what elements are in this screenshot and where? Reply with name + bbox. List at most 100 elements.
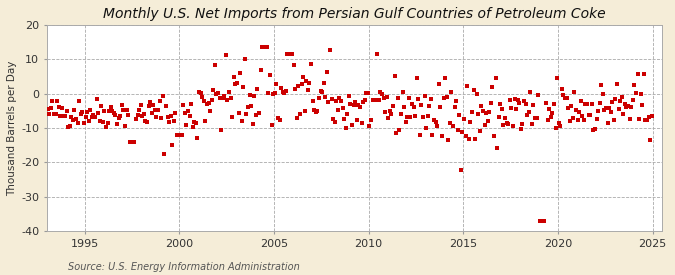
Point — [444, 120, 455, 125]
Point — [338, 106, 348, 111]
Point — [347, 122, 358, 127]
Point — [213, 90, 223, 95]
Point — [547, 110, 558, 115]
Point — [223, 90, 234, 94]
Point — [165, 114, 176, 119]
Point — [326, 97, 337, 101]
Text: Source: U.S. Energy Information Administration: Source: U.S. Energy Information Administ… — [68, 262, 299, 272]
Point — [288, 63, 299, 67]
Point — [183, 108, 194, 113]
Point — [596, 82, 607, 87]
Point — [134, 108, 144, 112]
Point — [441, 94, 452, 99]
Point — [43, 107, 53, 111]
Point — [124, 140, 135, 144]
Point — [602, 121, 613, 125]
Point — [348, 103, 359, 107]
Point — [493, 115, 504, 119]
Point — [69, 108, 80, 112]
Point — [235, 71, 246, 75]
Point — [566, 104, 576, 108]
Point — [508, 124, 518, 128]
Point — [489, 133, 500, 138]
Point — [588, 128, 599, 132]
Point — [194, 90, 205, 94]
Point — [198, 99, 209, 103]
Point — [503, 122, 514, 127]
Point — [637, 102, 648, 107]
Point — [287, 52, 298, 56]
Point — [126, 140, 136, 144]
Point — [271, 81, 281, 86]
Point — [76, 112, 86, 117]
Point — [423, 114, 433, 119]
Point — [314, 96, 325, 101]
Point — [454, 113, 464, 117]
Point — [221, 53, 232, 57]
Point — [265, 72, 275, 77]
Point — [580, 101, 591, 106]
Point — [101, 125, 111, 130]
Point — [406, 102, 417, 107]
Point — [250, 113, 261, 117]
Point — [449, 104, 460, 109]
Point — [328, 117, 339, 121]
Point — [95, 118, 105, 123]
Point — [86, 115, 97, 119]
Point — [115, 114, 126, 118]
Point — [394, 127, 405, 132]
Point — [429, 118, 439, 122]
Point — [413, 97, 424, 101]
Point — [437, 134, 448, 138]
Point — [277, 90, 288, 94]
Point — [615, 99, 626, 103]
Point — [531, 116, 542, 120]
Point — [335, 99, 346, 103]
Point — [181, 123, 192, 127]
Point — [561, 95, 572, 100]
Point — [539, 219, 550, 223]
Point — [476, 104, 487, 109]
Point — [483, 119, 493, 123]
Point — [430, 120, 441, 125]
Point — [465, 120, 476, 124]
Point — [159, 152, 170, 156]
Point — [225, 95, 236, 100]
Point — [80, 114, 91, 119]
Point — [402, 115, 412, 119]
Point — [601, 106, 612, 110]
Point — [593, 109, 603, 113]
Point — [514, 101, 524, 106]
Point — [68, 118, 78, 122]
Point — [306, 62, 317, 67]
Point — [148, 103, 159, 107]
Point — [603, 106, 614, 110]
Point — [280, 89, 291, 93]
Point — [554, 121, 564, 125]
Point — [72, 121, 83, 125]
Point — [178, 103, 189, 107]
Point — [624, 117, 635, 122]
Point — [643, 114, 654, 119]
Point — [52, 98, 63, 103]
Point — [109, 111, 119, 116]
Point — [151, 115, 162, 120]
Point — [414, 133, 425, 138]
Point — [570, 108, 581, 112]
Point — [66, 115, 77, 119]
Point — [377, 92, 387, 97]
Point — [171, 133, 182, 137]
Point — [246, 104, 256, 108]
Point — [589, 127, 600, 131]
Point — [575, 99, 586, 103]
Point — [443, 138, 454, 143]
Point — [211, 92, 222, 96]
Point — [517, 122, 528, 126]
Point — [129, 140, 140, 144]
Point — [399, 104, 410, 109]
Point — [359, 98, 370, 102]
Point — [383, 116, 394, 120]
Point — [487, 85, 498, 89]
Point — [247, 122, 258, 126]
Point — [452, 128, 463, 132]
